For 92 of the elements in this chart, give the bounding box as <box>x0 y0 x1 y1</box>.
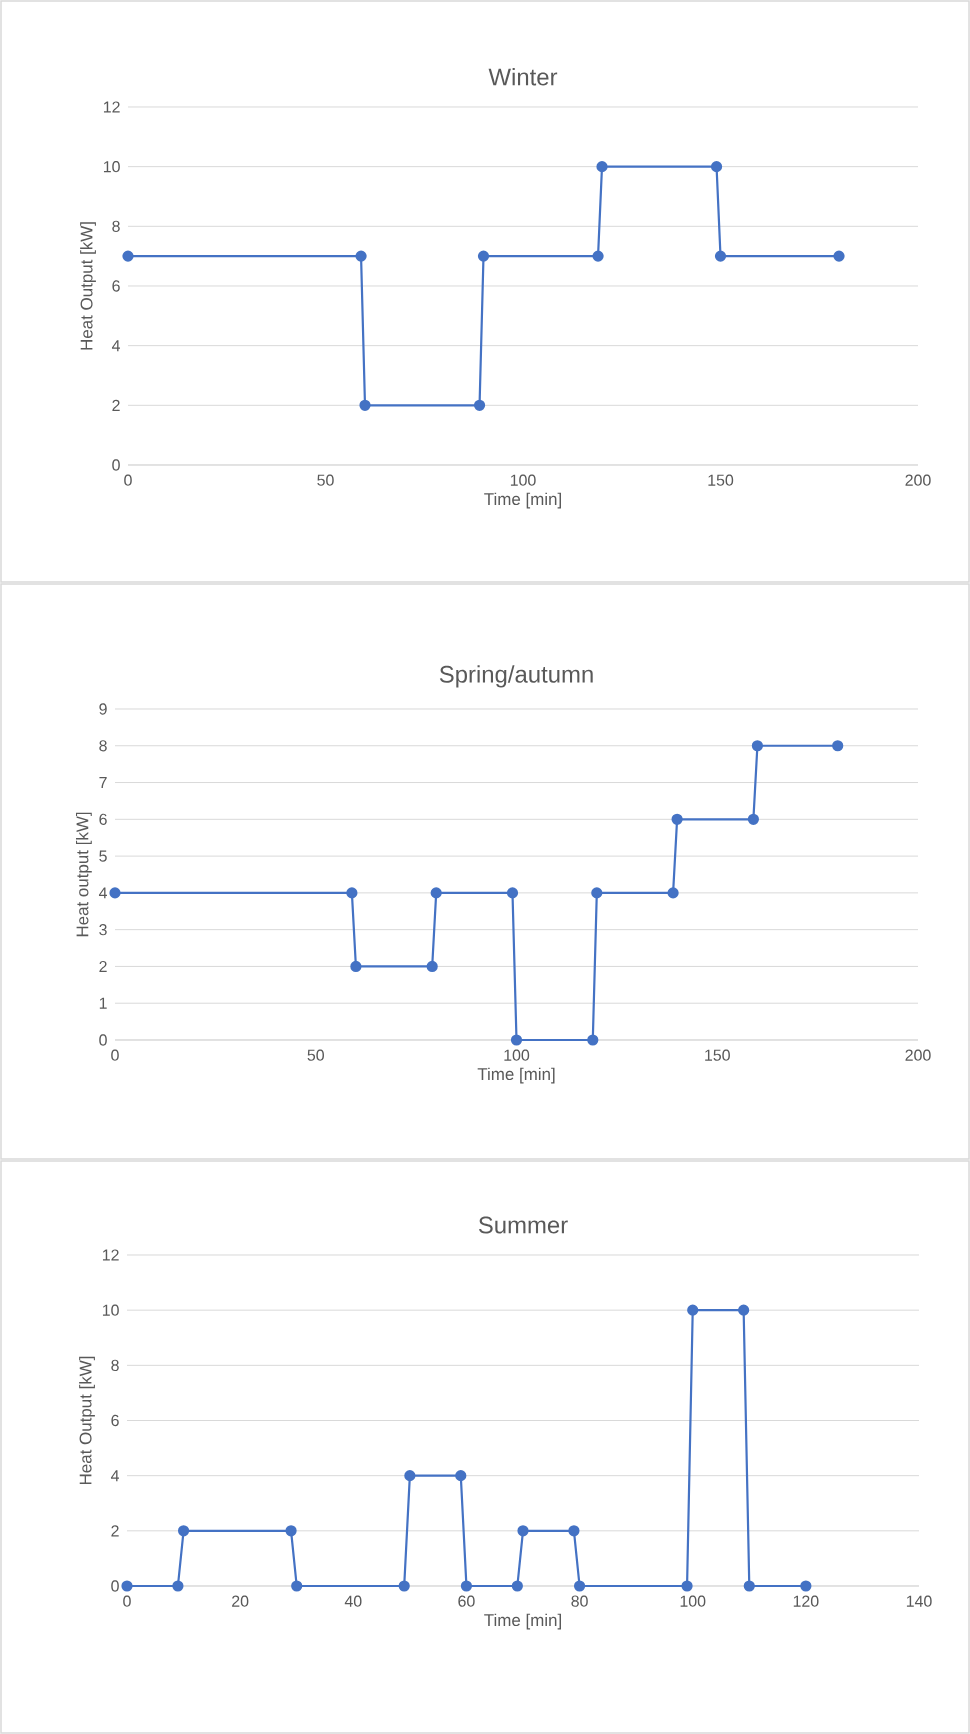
point <box>350 960 362 973</box>
y-tick-label: 6 <box>111 1414 119 1427</box>
x-tick-label: 50 <box>317 474 334 486</box>
point <box>511 1580 523 1592</box>
point <box>121 1580 133 1592</box>
x-tick-label: 80 <box>571 1595 588 1607</box>
y-tick-label: 8 <box>111 1359 119 1371</box>
y-axis-title: Heat Output [kW] <box>79 1356 95 1485</box>
x-tick-label: 140 <box>906 1595 932 1607</box>
x-tick-label: 0 <box>123 1595 131 1607</box>
point <box>743 1580 755 1592</box>
point <box>800 1580 812 1592</box>
point <box>510 1034 523 1046</box>
y-axis-title: Heat output [kW] <box>76 812 92 937</box>
y-tick-label: 3 <box>99 924 107 936</box>
y-tick-label: 10 <box>102 1304 119 1316</box>
y-tick-label: 8 <box>112 220 120 232</box>
x-tick-label: 100 <box>680 1595 706 1607</box>
y-tick-label: 10 <box>103 161 120 173</box>
x-tick-label: 200 <box>905 1049 931 1061</box>
point <box>714 250 727 262</box>
point <box>285 1525 297 1537</box>
point <box>596 161 608 173</box>
point <box>832 740 844 752</box>
y-tick-label: 2 <box>111 1525 119 1537</box>
point <box>355 250 367 262</box>
x-tick-label: 20 <box>232 1595 249 1607</box>
point <box>477 250 490 262</box>
point <box>398 1580 410 1592</box>
point <box>473 399 486 411</box>
point <box>109 887 121 899</box>
y-tick-label: 8 <box>99 740 107 752</box>
chart-title: Summer <box>478 1216 568 1234</box>
point <box>506 887 519 899</box>
x-axis-title: Time [min] <box>484 492 561 509</box>
y-tick-label: 4 <box>98 887 108 899</box>
y-tick-label: 1 <box>99 997 107 1009</box>
y-tick-label: 6 <box>112 280 120 292</box>
y-tick-label: 9 <box>99 703 107 715</box>
x-axis-title: Time [min] <box>484 1613 561 1630</box>
x-tick-label: 200 <box>905 474 931 486</box>
point <box>587 1034 599 1046</box>
point <box>455 1470 467 1482</box>
point <box>460 1580 473 1592</box>
x-tick-label: 40 <box>344 1595 362 1607</box>
point <box>592 250 604 262</box>
chart-title: Spring/autumn <box>439 665 593 688</box>
point <box>573 1580 586 1592</box>
y-tick-label: 5 <box>99 850 107 862</box>
y-tick-label: 4 <box>110 1470 120 1482</box>
point <box>426 960 438 973</box>
point <box>359 399 371 411</box>
y-axis-title: Heat Output [kW] <box>80 222 96 350</box>
point <box>346 887 358 899</box>
y-tick-label: 0 <box>112 459 120 471</box>
point <box>747 813 759 825</box>
point <box>710 161 723 173</box>
x-axis-title: Time [min] <box>477 1067 555 1084</box>
y-tick-label: 0 <box>99 1034 107 1046</box>
point <box>738 1304 750 1316</box>
x-tick-label: 150 <box>708 474 734 486</box>
y-tick-label: 6 <box>99 813 107 825</box>
x-tick-label: 50 <box>307 1049 324 1061</box>
point <box>177 1525 190 1537</box>
x-tick-label: 120 <box>793 1595 819 1607</box>
point <box>833 250 845 262</box>
x-tick-label: 150 <box>705 1049 730 1061</box>
x-tick-label: 0 <box>124 474 132 486</box>
y-tick-label: 12 <box>102 1249 119 1261</box>
point <box>591 887 603 899</box>
point <box>568 1525 580 1537</box>
y-tick-label: 12 <box>103 101 120 113</box>
point <box>517 1525 529 1537</box>
y-tick-label: 0 <box>111 1580 119 1592</box>
y-tick-label: 2 <box>112 399 120 411</box>
point <box>667 887 679 899</box>
point <box>681 1580 693 1592</box>
x-tick-label: 60 <box>458 1595 475 1607</box>
point <box>751 740 764 752</box>
point <box>671 813 683 825</box>
y-tick-label: 4 <box>111 340 121 352</box>
chart-title: Winter <box>488 67 558 86</box>
point <box>172 1580 184 1592</box>
point <box>430 887 442 899</box>
point <box>687 1304 699 1316</box>
y-tick-label: 7 <box>99 777 107 789</box>
point <box>291 1580 303 1592</box>
x-tick-label: 100 <box>504 1049 530 1061</box>
point <box>404 1470 416 1482</box>
x-tick-label: 100 <box>510 474 536 486</box>
point <box>122 250 134 262</box>
y-tick-label: 2 <box>99 960 107 972</box>
